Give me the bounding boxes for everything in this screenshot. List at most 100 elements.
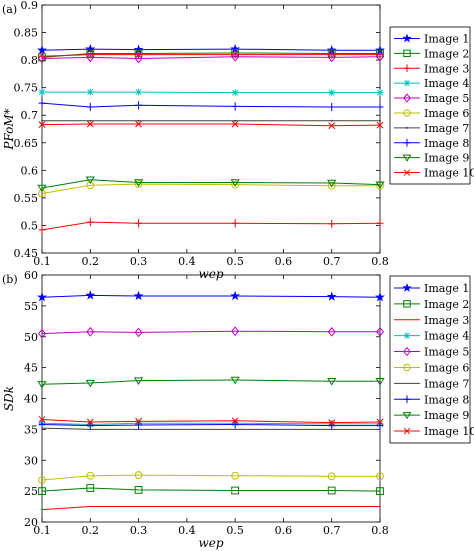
x-tick-label: 0.4: [178, 255, 196, 268]
data-point-marker: [330, 119, 333, 122]
series-line: [41, 487, 381, 492]
chart-panel-b: 0.1 0.2 0.3 0.4 0.5 0.6 0.7 0.8 20 25 30 35 40 45 50 55…: [2, 269, 474, 550]
legend-item-label: Image 4: [424, 77, 469, 90]
data-point-marker: [376, 50, 384, 59]
data-point-marker: [327, 181, 336, 190]
y-tick-label: 55: [24, 300, 38, 313]
data-point-marker: [38, 487, 46, 496]
y-tick-label: 0.75: [14, 82, 39, 95]
legend-swatch-marker: [403, 169, 411, 176]
data-point-marker: [133, 290, 144, 301]
x-tick-label: 0.4: [178, 524, 196, 537]
data-point-marker: [37, 45, 47, 55]
series-image-6: [38, 471, 384, 484]
x-tick-label: 0.2: [82, 255, 100, 268]
data-point-marker: [376, 89, 384, 97]
series-image-1: [37, 290, 385, 302]
x-tick-label: 0.2: [82, 524, 100, 537]
data-point-marker: [327, 52, 336, 63]
y-tick-label: 60: [24, 269, 38, 282]
legend-item-label: Image 7: [424, 122, 469, 135]
data-point-marker: [86, 326, 95, 337]
legend-item-label: Image 4: [424, 330, 469, 343]
data-point-marker: [231, 120, 239, 128]
data-point-marker: [85, 379, 95, 388]
series-line: [41, 427, 380, 430]
y-tick-label: 0.5: [21, 219, 39, 232]
legend-item-label: Image 6: [424, 361, 469, 374]
data-point-marker: [231, 417, 239, 425]
data-point-marker: [231, 471, 240, 480]
x-tick-label: 0.6: [275, 524, 293, 537]
y-tick-label: 25: [24, 485, 38, 498]
y-tick-label: 30: [24, 454, 38, 467]
y-axis-label: PFoM*: [2, 108, 16, 150]
y-tick-label: 0.85: [14, 27, 39, 40]
y-tick-label: 0.7: [21, 109, 39, 122]
legend-swatch-marker: [403, 300, 411, 308]
x-tick-label: 0.3: [130, 255, 148, 268]
data-point-marker: [327, 472, 336, 481]
legend-item-label: Image 3: [424, 62, 469, 75]
legend-swatch-marker: [403, 138, 411, 147]
series-image-8: [38, 99, 384, 112]
x-tick-label: 0.1: [33, 255, 51, 268]
data-point-marker: [86, 218, 94, 227]
data-point-marker: [37, 184, 47, 193]
data-point-marker: [38, 420, 46, 429]
data-point-marker: [135, 101, 142, 110]
series-image-3: [38, 50, 384, 61]
series-line: [41, 294, 381, 298]
data-point-marker: [86, 421, 94, 430]
series-line: [41, 48, 380, 51]
legend-item-label: Image 2: [424, 47, 469, 60]
data-point-marker: [375, 292, 385, 302]
legend-item-label: Image 5: [424, 346, 469, 359]
series-line: [41, 52, 380, 58]
series-line: [41, 221, 381, 231]
series-line: [41, 422, 380, 425]
data-point-marker: [41, 119, 43, 122]
data-point-marker: [231, 180, 240, 189]
legend: Image 1 Image 2 Image 3 Image 4 Image 5 Image…: [389, 26, 474, 185]
legend-item-label: Image 3: [424, 314, 469, 327]
legend-item-label: Image 7: [424, 377, 469, 390]
data-point-marker: [133, 377, 144, 385]
y-tick-label: 0.9: [21, 0, 39, 12]
data-point-marker: [376, 121, 384, 129]
data-point-marker: [134, 53, 143, 64]
data-point-marker: [86, 471, 95, 480]
y-tick-label: 40: [24, 393, 38, 406]
data-point-marker: [37, 53, 47, 64]
data-point-marker: [376, 219, 384, 228]
legend-swatch-marker: [406, 126, 408, 129]
x-tick-label: 0.7: [323, 255, 341, 268]
data-point-marker: [135, 219, 142, 228]
legend-item-label: Image 8: [424, 393, 469, 406]
data-point-marker: [376, 418, 384, 426]
data-point-marker: [379, 119, 381, 122]
x-tick-label: 0.5: [226, 255, 244, 268]
series-image-9: [37, 376, 385, 389]
data-point-marker: [86, 181, 95, 190]
data-point-marker: [326, 291, 337, 301]
legend-swatch-marker: [403, 332, 411, 339]
data-point-marker: [134, 471, 143, 479]
legend-swatch-marker: [403, 427, 411, 435]
data-point-marker: [86, 52, 95, 63]
data-point-marker: [135, 417, 142, 425]
data-point-marker: [134, 180, 143, 189]
y-tick-label: 20: [24, 516, 38, 529]
data-point-marker: [86, 120, 94, 128]
data-point-marker: [135, 420, 142, 430]
y-tick-label: 0.8: [21, 54, 39, 67]
series-image-5: [37, 326, 385, 339]
x-tick-label: 0.6: [275, 255, 293, 268]
legend-item-label: Image 8: [424, 137, 469, 150]
series-image-2: [38, 484, 384, 496]
data-point-marker: [327, 326, 336, 337]
data-point-marker: [327, 179, 337, 188]
series-image-5: [37, 51, 385, 64]
legend-item-label: Image 1: [424, 32, 469, 45]
legend-swatch-marker: [403, 79, 411, 87]
